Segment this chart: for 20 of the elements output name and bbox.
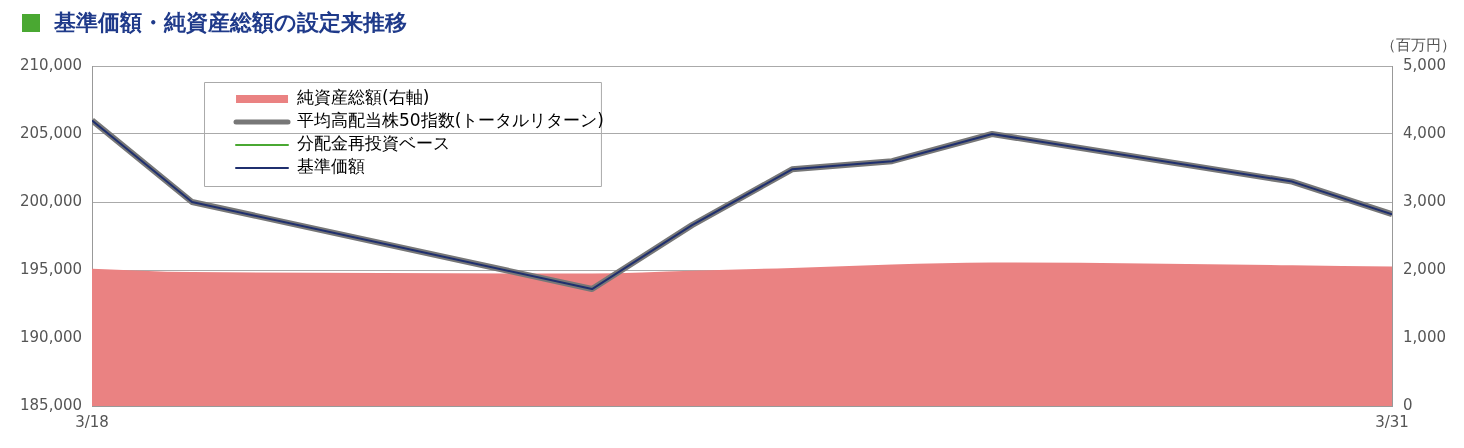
y2-tick-label: 4,000 bbox=[1403, 123, 1447, 142]
legend-label: 基準価額 bbox=[297, 156, 366, 177]
y-tick-label: 205,000 bbox=[20, 123, 83, 142]
y-tick-label: 210,000 bbox=[20, 55, 83, 74]
y-tick-label: 190,000 bbox=[20, 327, 83, 346]
y2-tick-label: 0 bbox=[1403, 395, 1413, 414]
y2-tick-label: 1,000 bbox=[1403, 327, 1447, 346]
x-tick-label: 3/31 bbox=[1375, 412, 1409, 431]
y-tick-label: 200,000 bbox=[20, 191, 83, 210]
y2-tick-label: 2,000 bbox=[1403, 259, 1447, 278]
x-tick-label: 3/18 bbox=[75, 412, 109, 431]
chart-title: 基準価額・純資産総額の設定来推移 bbox=[54, 9, 407, 37]
y-tick-label: 195,000 bbox=[20, 259, 83, 278]
legend-label: 平均高配当株50指数(トータルリターン) bbox=[297, 110, 604, 131]
legend-label: 分配金再投資ベース bbox=[297, 133, 451, 154]
y-tick-label: 185,000 bbox=[20, 395, 83, 414]
y2-tick-label: 5,000 bbox=[1403, 55, 1447, 74]
y2-tick-label: 3,000 bbox=[1403, 191, 1447, 210]
legend-label: 純資産総額(右軸) bbox=[297, 87, 430, 108]
y2-axis-title: （百万円） bbox=[1381, 36, 1456, 55]
